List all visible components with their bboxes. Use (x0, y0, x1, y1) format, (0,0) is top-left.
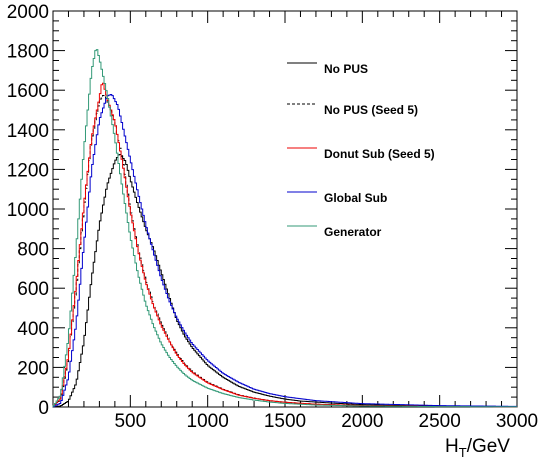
y-tick-label: 1200 (7, 160, 49, 181)
series-line-global-sub (52, 93, 517, 408)
axis-ticks (52, 10, 518, 408)
y-tick-label: 200 (17, 358, 49, 379)
y-tick-label: 600 (17, 279, 49, 300)
legend-label: Donut Sub (Seed 5) (324, 147, 435, 161)
tick-labels: 500 1000 1500 2000 2500 3000 0 200 400 600 800 1000… (7, 2, 538, 432)
legend-label: Generator (324, 225, 382, 239)
y-tick-label: 1000 (7, 200, 49, 221)
x-tick-label: 1000 (187, 411, 229, 432)
x-tick-label: 3000 (496, 411, 538, 432)
y-tick-label: 1800 (7, 42, 49, 63)
x-tick-label: 2500 (419, 411, 461, 432)
legend-label: Global Sub (324, 191, 387, 205)
y-tick-label: 1400 (7, 121, 49, 142)
x-tick-label: 500 (114, 411, 146, 432)
series-line-no-pus-seed-5 (52, 94, 517, 408)
x-tick-label: 1500 (264, 411, 306, 432)
y-tick-label: 800 (17, 240, 49, 261)
y-tick-label: 400 (17, 319, 49, 340)
y-tick-label: 1600 (7, 81, 49, 102)
series-line-generator (52, 49, 517, 408)
series-layer (52, 49, 517, 408)
legend: No PUS No PUS (Seed 5) Donut Sub (Seed 5) G… (287, 62, 435, 239)
series-line-donut-sub-seed-5 (52, 82, 517, 408)
x-axis-title: HT/GeV (445, 436, 510, 460)
y-tick-label: 0 (38, 398, 49, 419)
legend-label: No PUS (Seed 5) (324, 103, 418, 117)
legend-label: No PUS (324, 62, 368, 76)
y-tick-label: 2000 (7, 2, 49, 23)
x-tick-label: 2000 (341, 411, 383, 432)
plot-frame (52, 10, 518, 408)
